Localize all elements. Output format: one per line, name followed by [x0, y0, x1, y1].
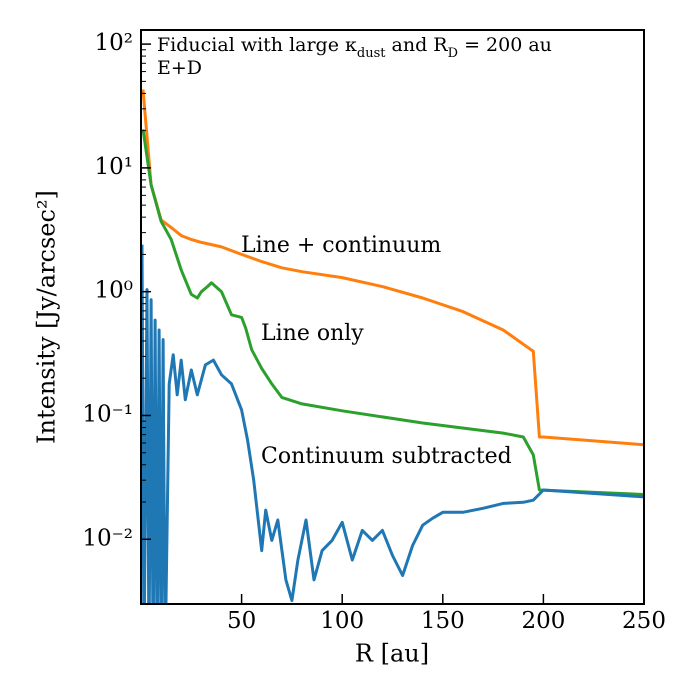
- series-label: Line only: [261, 321, 364, 346]
- series-label: Continuum subtracted: [261, 444, 512, 469]
- x-axis-label: R [au]: [355, 640, 429, 668]
- x-tick-label: 250: [622, 608, 666, 634]
- series-label: Line + continuum: [241, 233, 441, 258]
- plot-frame: [140, 29, 645, 605]
- series-line: [141, 244, 644, 604]
- x-tick-label: 150: [421, 608, 465, 634]
- series-line: [141, 89, 644, 447]
- y-tick-label: 10⁻²: [82, 525, 133, 551]
- annotation-title: Fiducial with large κdust and RD = 200 a…: [157, 34, 552, 61]
- x-tick-label: 100: [320, 608, 364, 634]
- x-tick-label: 50: [227, 608, 256, 634]
- y-tick-label: 10⁰: [95, 278, 134, 304]
- y-tick-label: 10²: [95, 30, 134, 56]
- y-axis-label: Intensity [Jy/arcsec²]: [33, 190, 61, 444]
- annotation-subtitle: E+D: [157, 57, 202, 79]
- series-line: [141, 129, 644, 496]
- y-tick-label: 10⁻¹: [82, 401, 133, 427]
- y-tick-label: 10¹: [95, 154, 134, 180]
- x-tick-label: 200: [521, 608, 565, 634]
- series-layer: [141, 89, 644, 604]
